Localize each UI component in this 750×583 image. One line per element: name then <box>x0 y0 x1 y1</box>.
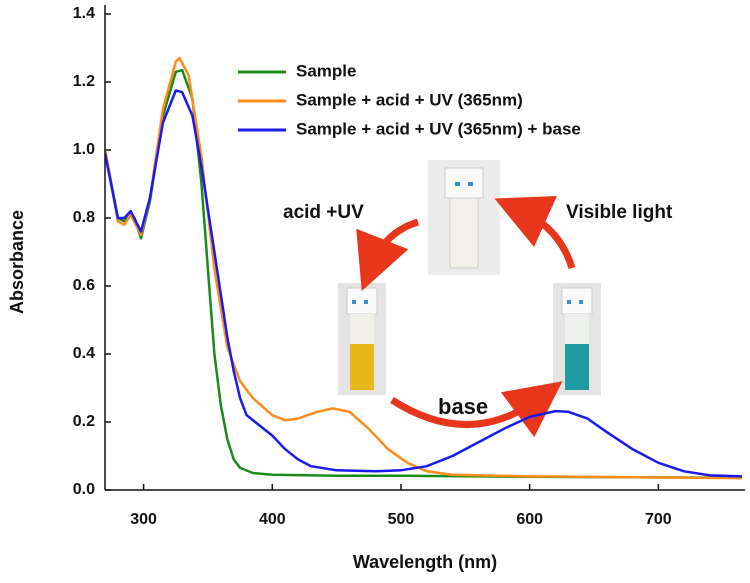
y-tick-label: 0.2 <box>73 413 95 430</box>
annotation: Visible light <box>566 202 673 223</box>
y-tick-label: 1.4 <box>73 5 95 22</box>
annotation: base <box>438 394 488 419</box>
legend-label: Sample + acid + UV (365nm) <box>296 90 523 109</box>
axes: 0.0 0.2 0.4 0.6 0.8 1.0 1.2 1.4 300 400 500 600 700 <box>73 5 672 528</box>
plot-area <box>105 56 743 480</box>
annotation: acid +UV <box>283 202 364 223</box>
x-axis-label: Wavelength (nm) <box>353 552 497 572</box>
series-line <box>105 89 743 478</box>
y-tick-label: 0.8 <box>73 209 95 226</box>
x-tick-label: 300 <box>130 511 157 528</box>
x-tick-label: 700 <box>645 511 672 528</box>
y-tick-label: 0.0 <box>73 481 95 498</box>
x-tick-label: 400 <box>259 511 286 528</box>
y-tick-label: 1.2 <box>73 73 95 90</box>
cuvette-illustration <box>338 160 601 438</box>
x-tick-label: 500 <box>388 511 415 528</box>
x-tick-label: 600 <box>516 511 543 528</box>
y-tick-label: 1.0 <box>73 141 95 158</box>
y-tick-label: 0.4 <box>73 345 95 362</box>
y-tick-label: 0.6 <box>73 277 95 294</box>
y-axis-label: Absorbance <box>7 210 27 314</box>
legend-label: Sample + acid + UV (365nm) + base <box>296 119 581 138</box>
legend-label: Sample <box>296 61 356 80</box>
